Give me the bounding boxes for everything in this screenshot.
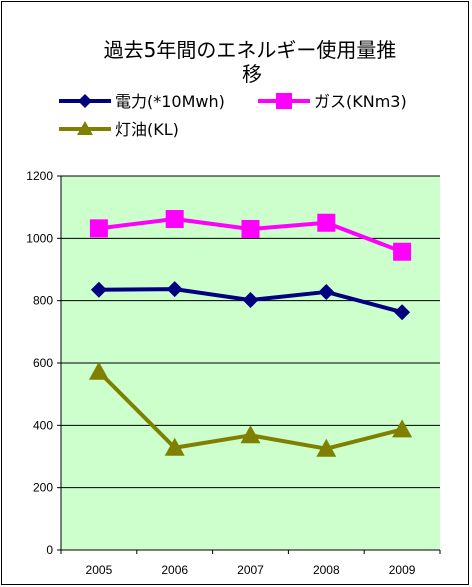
legend-item-gas: ガス(KNm3) — [258, 92, 407, 111]
x-tick-label: 2005 — [86, 563, 113, 577]
x-tick-label: 2006 — [161, 563, 188, 577]
legend-marker-gas — [276, 93, 292, 109]
y-tick-label: 200 — [33, 481, 53, 495]
y-tick-labels: 0 200 400 600 800 1000 1200 — [26, 169, 53, 557]
axes — [57, 175, 441, 554]
series-1 — [89, 210, 412, 261]
legend: 電力(*10Mwh) ガス(KNm3) 灯油(KL) — [59, 92, 407, 139]
data-point-triangle — [316, 438, 337, 457]
legend-marker-kerosene — [77, 121, 93, 135]
chart-title: 過去5年間のエネルギー使用量推 移 — [104, 38, 397, 86]
legend-label-electricity: 電力(*10Mwh) — [115, 92, 225, 111]
series-layer — [88, 210, 413, 457]
data-point-square — [89, 219, 108, 238]
data-point-diamond — [90, 281, 107, 298]
series-0 — [90, 281, 411, 321]
data-point-square — [393, 242, 412, 261]
data-point-triangle — [392, 419, 413, 438]
legend-label-kerosene: 灯油(KL) — [115, 120, 179, 139]
x-tick-label: 2007 — [237, 563, 264, 577]
y-tick-label: 600 — [33, 356, 53, 370]
data-point-diamond — [166, 281, 183, 298]
data-point-triangle — [164, 437, 185, 456]
data-point-square — [317, 213, 336, 232]
x-tick-labels: 2005 2006 2007 2008 2009 — [86, 563, 416, 577]
x-tick-label: 2009 — [389, 563, 416, 577]
data-point-diamond — [242, 292, 259, 309]
chart-title-line-1: 過去5年間のエネルギー使用量推 — [104, 38, 397, 62]
y-tick-label: 0 — [46, 543, 53, 557]
data-point-triangle — [88, 361, 109, 380]
data-point-square — [165, 210, 184, 229]
y-tick-label: 800 — [33, 294, 53, 308]
data-point-triangle — [240, 425, 261, 444]
chart-title-line-2: 移 — [242, 62, 262, 86]
y-tick-label: 1000 — [26, 231, 53, 245]
series-2 — [88, 361, 413, 457]
x-tick-label: 2008 — [313, 563, 340, 577]
legend-label-gas: ガス(KNm3) — [314, 92, 407, 111]
data-point-diamond — [394, 304, 411, 321]
data-point-diamond — [318, 283, 335, 300]
legend-marker-electricity — [78, 94, 92, 108]
data-point-square — [241, 219, 260, 238]
legend-item-electricity: 電力(*10Mwh) — [59, 92, 225, 111]
y-tick-label: 1200 — [26, 169, 53, 183]
y-tick-label: 400 — [33, 418, 53, 432]
legend-item-kerosene: 灯油(KL) — [59, 120, 179, 139]
